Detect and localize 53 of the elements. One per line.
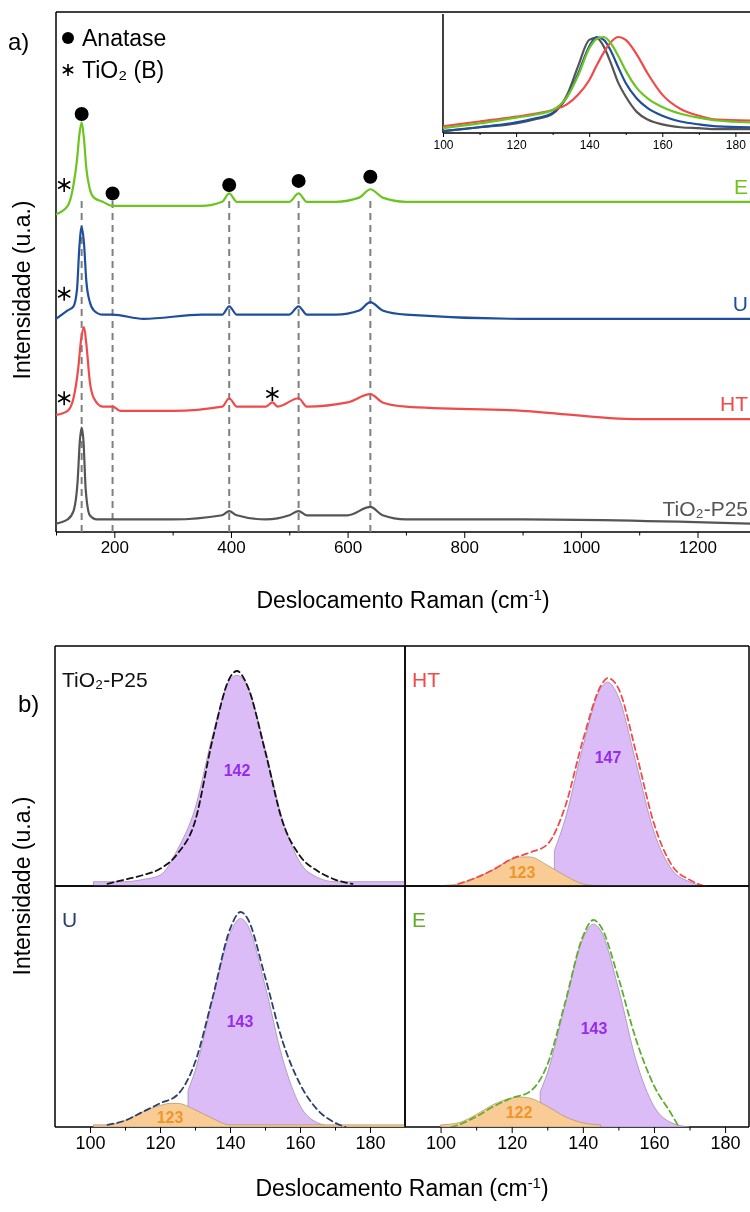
y-axis-title: Intensidade (u.a.) bbox=[9, 200, 35, 380]
annotation: 122 bbox=[505, 1104, 533, 1122]
x-tick-label: 160 bbox=[285, 1132, 316, 1153]
x-tick-label: 1200 bbox=[679, 538, 717, 558]
point bbox=[291, 173, 306, 188]
x-tick-label: 1000 bbox=[562, 538, 601, 558]
x-tick-label: 160 bbox=[639, 1132, 670, 1153]
x-tick-label: 100 bbox=[75, 1132, 106, 1153]
x-tick-label: 180 bbox=[725, 137, 747, 152]
annotation: 147 bbox=[594, 749, 622, 767]
x-tick-label: 140 bbox=[579, 137, 601, 152]
annotation: 123 bbox=[156, 1109, 184, 1127]
chart-title: E bbox=[412, 908, 427, 932]
point bbox=[105, 186, 120, 201]
x-axis-title: Deslocamento Raman (cm$^{-1}$) bbox=[255, 1173, 549, 1201]
point bbox=[57, 285, 72, 302]
x-tick-label: 140 bbox=[215, 1132, 246, 1153]
text: b) bbox=[18, 690, 40, 718]
series-label: HT bbox=[720, 392, 749, 416]
x-tick-label: 200 bbox=[100, 538, 130, 558]
annotation: 143 bbox=[226, 1013, 254, 1031]
annotation: 123 bbox=[508, 864, 536, 882]
y-axis-title: Intensidade (u.a.) bbox=[9, 796, 35, 976]
x-tick-label: 100 bbox=[426, 1132, 457, 1153]
chart-title: TiO₂-P25 bbox=[62, 668, 148, 692]
x-tick-label: 100 bbox=[433, 137, 454, 152]
point bbox=[222, 178, 237, 193]
chart-title: HT bbox=[412, 668, 441, 692]
x-tick-label: 800 bbox=[450, 538, 479, 558]
x-tick-label: 120 bbox=[497, 1132, 528, 1153]
x-tick-label: 120 bbox=[145, 1132, 176, 1153]
x-tick-label: 180 bbox=[355, 1132, 386, 1153]
series-label: TiO₂-P25 bbox=[662, 496, 748, 520]
x-tick-label: 180 bbox=[710, 1132, 741, 1153]
point bbox=[74, 107, 89, 121]
x-tick-label: 160 bbox=[652, 137, 674, 152]
point bbox=[57, 177, 72, 193]
annotation: 142 bbox=[223, 762, 251, 780]
legend-label: Anatase bbox=[82, 25, 167, 51]
annotation: 143 bbox=[580, 1020, 608, 1038]
point bbox=[363, 169, 378, 184]
chart-title: U bbox=[62, 908, 78, 932]
point bbox=[57, 390, 72, 407]
legend-label: TiO₂ (B) bbox=[82, 57, 165, 83]
text: a) bbox=[8, 28, 30, 55]
x-axis-title: Deslocamento Raman (cm$^{-1}$) bbox=[256, 585, 550, 613]
series-label: U bbox=[732, 291, 748, 315]
x-tick-label: 140 bbox=[568, 1132, 599, 1153]
x-tick-label: 400 bbox=[217, 538, 246, 558]
point bbox=[265, 386, 280, 402]
series-label: E bbox=[733, 174, 748, 198]
x-tick-label: 600 bbox=[333, 538, 363, 558]
x-tick-label: 120 bbox=[506, 137, 527, 152]
